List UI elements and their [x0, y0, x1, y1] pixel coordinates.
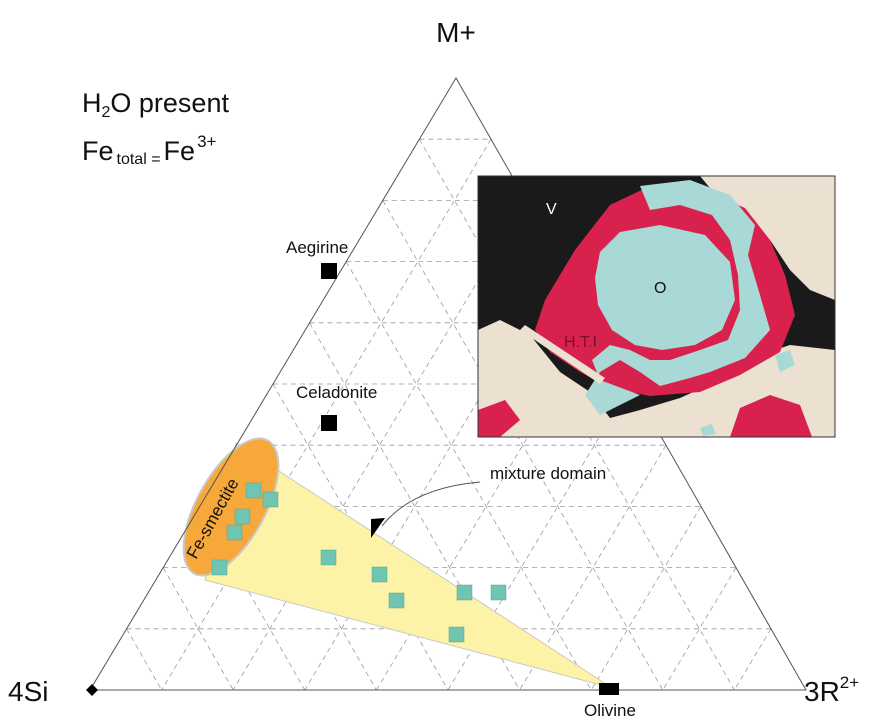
sample-point — [245, 482, 262, 499]
condition-iron-sub: total = — [117, 151, 161, 168]
inset-micrograph: V O H.T.I — [477, 175, 836, 438]
fe-smectite-field — [182, 437, 280, 577]
celadonite-label: Celadonite — [296, 383, 377, 402]
corner-label-right: 3R2+ — [804, 673, 859, 707]
celadonite-marker — [321, 415, 337, 431]
sample-points — [211, 482, 507, 643]
sample-point — [490, 584, 507, 601]
mixture-domain-label: mixture domain — [490, 464, 606, 483]
condition-water-rest: O present — [110, 88, 229, 118]
sample-point — [456, 584, 473, 601]
corner-label-top: M+ — [436, 17, 476, 48]
grid-line — [345, 261, 592, 691]
olivine-label: Olivine — [584, 701, 636, 720]
condition-iron-fe: Fe — [82, 136, 114, 166]
sample-point — [448, 626, 465, 643]
corner-label-right-superscript: 2+ — [840, 673, 859, 692]
grid-line — [382, 200, 664, 691]
sample-point — [320, 549, 337, 566]
sample-point — [211, 559, 228, 576]
grid-line — [161, 138, 492, 691]
grid-line — [272, 383, 449, 691]
condition-iron-fe2: Fe — [164, 136, 196, 166]
olivine-marker — [599, 683, 619, 695]
grid-line — [126, 628, 162, 691]
quartz-corner-marker — [86, 684, 98, 696]
corner-label-left: 4Si — [8, 676, 48, 707]
condition-water: H2O present — [82, 88, 229, 121]
condition-water-h: H — [82, 88, 102, 118]
sample-point — [388, 592, 405, 609]
inset-label-hti: H.T.I — [564, 334, 597, 351]
grid-line — [734, 628, 772, 691]
sample-point — [234, 508, 251, 525]
mixture-domain-arrow — [381, 481, 481, 527]
sample-point — [262, 491, 279, 508]
condition-iron-superscript: 3+ — [197, 132, 216, 151]
aegirine-label: Aegirine — [286, 238, 348, 257]
condition-iron: Fe total = Fe 3+ — [82, 132, 217, 168]
arrow-head-icon — [371, 518, 385, 538]
aegirine-marker — [321, 263, 337, 279]
grid-line — [162, 567, 234, 691]
corner-label-right-main: 3R — [804, 676, 840, 707]
condition-water-sub: 2 — [102, 104, 111, 121]
grid-line — [662, 567, 737, 691]
inset-label-o: O — [654, 280, 666, 297]
inset-label-v: V — [546, 201, 557, 218]
grid-line — [590, 506, 702, 691]
sample-point — [226, 524, 243, 541]
sample-point — [371, 566, 388, 583]
